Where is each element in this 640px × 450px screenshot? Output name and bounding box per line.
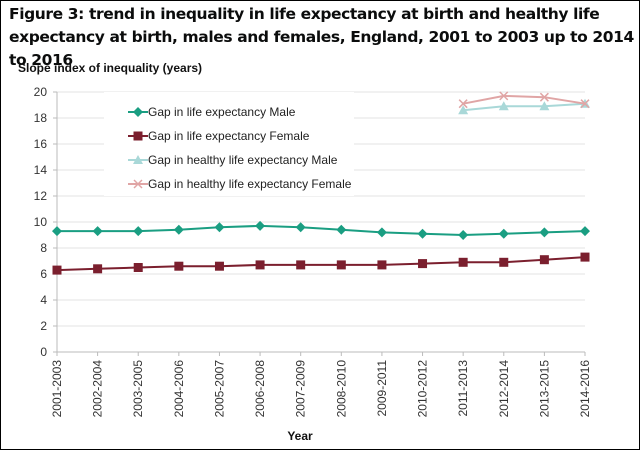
data-point [255,260,265,270]
data-point [93,264,103,274]
y-tick-label: 8 [40,241,47,255]
data-point [539,227,550,238]
y-tick-label: 10 [34,215,48,229]
figure-title: Figure 3: trend in inequality in life ex… [9,5,634,69]
legend-marker [133,131,143,141]
x-tick-label: 2003-2005 [131,360,145,418]
y-tick-label: 18 [34,111,48,125]
data-point [52,226,62,237]
legend-marker [133,179,143,189]
legend-label: Gap in life expectancy Male [148,105,296,119]
x-tick-label: 2001-2003 [50,360,64,418]
data-point [295,222,306,233]
series-line [56,256,586,272]
data-point [376,227,387,238]
data-point [458,257,468,267]
data-point [458,105,469,115]
data-point [499,257,509,267]
y-tick-label: 20 [34,85,48,99]
data-point [417,228,428,239]
legend-marker [133,107,143,117]
series-line [57,224,586,237]
series-line [462,94,586,105]
data-point [336,224,347,235]
data-point [499,91,509,101]
x-tick-label: 2009-2011 [375,360,389,417]
legend-label: Gap in healthy life expectancy Female [148,177,352,191]
x-tick-label: 2002-2004 [91,360,105,418]
data-point [296,260,306,270]
data-point [255,220,266,231]
data-point [580,252,590,262]
data-point [133,226,144,237]
legend-item: Gap in life expectancy Male [128,105,296,119]
series-4 [458,91,590,109]
data-point [539,101,550,111]
data-point [498,101,509,111]
legend-item: Gap in life expectancy Female [128,129,310,143]
y-tick-label: 14 [34,163,48,177]
data-point [173,224,184,235]
series-line [463,102,586,112]
data-point [174,261,184,271]
y-axis-label: Slope index of inequality (years) [18,61,202,75]
series-1 [52,220,590,240]
x-tick-label: 2007-2009 [294,360,308,418]
legend-label: Gap in healthy life expectancy Male [148,153,338,167]
x-tick-label: 2005-2007 [212,360,226,418]
x-tick-label: 2014-2016 [578,360,592,418]
data-point [458,99,468,109]
x-tick-label: 2011-2013 [456,360,470,417]
data-point [377,260,387,270]
data-point [580,226,590,237]
legend-marker [133,155,143,164]
data-point [52,265,62,275]
legend-label: Gap in life expectancy Female [148,129,310,143]
data-point [458,230,469,240]
y-tick-label: 12 [34,189,48,203]
x-tick-label: 2008-2010 [334,360,348,418]
legend-box [104,92,354,196]
legend-item: Gap in healthy life expectancy Female [128,177,352,191]
x-tick-label: 2010-2012 [416,360,430,418]
x-axis-label: Year [287,429,313,443]
data-point [92,226,103,237]
data-point [539,255,549,265]
data-point [418,259,428,269]
x-tick-label: 2004-2006 [172,360,186,418]
x-tick-label: 2013-2015 [537,360,551,418]
legend-item: Gap in healthy life expectancy Male [128,153,338,167]
data-point [133,263,143,272]
series-2 [52,252,590,275]
data-point [498,228,509,239]
data-point [214,261,224,271]
x-tick-label: 2006-2008 [253,360,267,418]
data-point [539,92,549,102]
y-tick-label: 4 [40,293,47,307]
y-tick-label: 16 [34,137,48,151]
data-point [214,222,225,233]
data-point [580,99,590,109]
y-tick-label: 0 [40,345,47,359]
y-tick-label: 6 [40,267,47,281]
data-point [336,260,346,270]
y-tick-label: 2 [40,319,47,333]
x-tick-label: 2012-2014 [497,360,511,418]
